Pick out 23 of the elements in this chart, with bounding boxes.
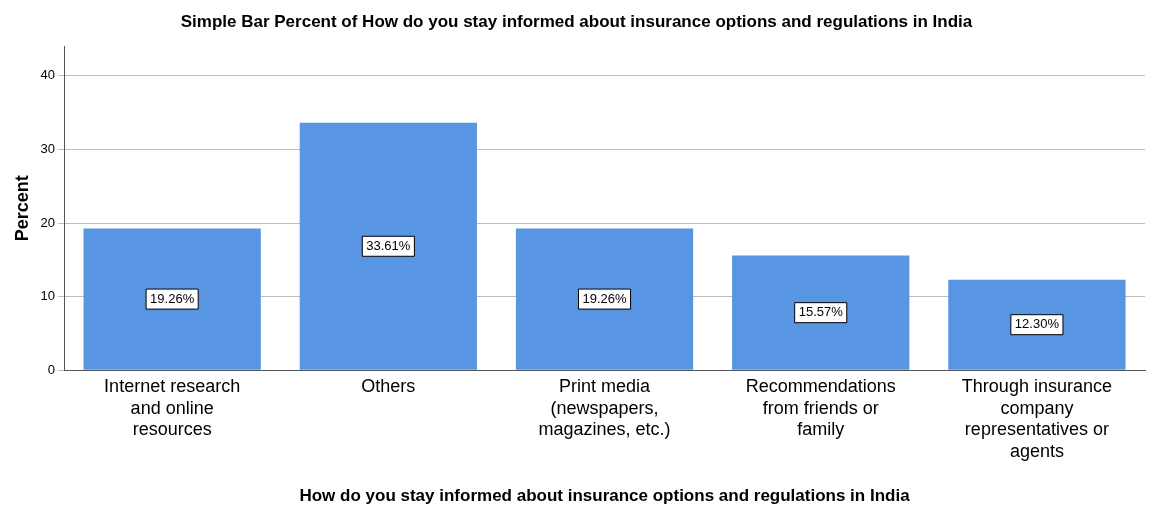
chart-title: Simple Bar Percent of How do you stay informed about insurance options and regulations in India [180, 11, 973, 31]
bar [515, 228, 694, 370]
bar [83, 228, 261, 370]
x-axis-title: How do you stay informed about insurance options and regulations in India [299, 486, 911, 506]
data-label: 12.30% [1014, 316, 1060, 332]
y-axis-title: Percent [11, 175, 32, 242]
x-tick-label: Others [361, 375, 416, 396]
y-tick-label: 20 [40, 214, 56, 230]
data-label: 33.61% [366, 237, 411, 253]
bar [732, 255, 910, 370]
data-label: 19.26% [582, 290, 628, 306]
bar [948, 279, 1126, 370]
y-tick-label: 40 [40, 67, 56, 83]
data-label: 19.26% [150, 290, 195, 306]
x-tick-label: Through insurance company representatives or agents [961, 375, 1112, 461]
data-label: 15.57% [798, 304, 844, 320]
x-tick-label: Print media (newspapers, magazines, etc.) [538, 375, 671, 440]
y-tick-label: 10 [40, 288, 56, 304]
x-tick-label: Recommendations from friends or family [745, 375, 896, 440]
x-tick-label: Internet research and online resources [104, 375, 241, 440]
bar [299, 122, 477, 370]
y-tick-label: 30 [40, 141, 56, 157]
y-tick-label: 0 [47, 361, 56, 377]
